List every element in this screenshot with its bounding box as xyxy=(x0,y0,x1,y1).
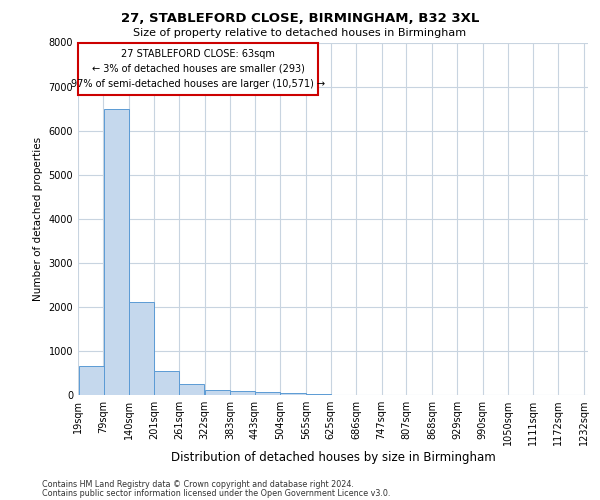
FancyBboxPatch shape xyxy=(78,42,319,96)
Bar xyxy=(255,392,280,395)
Bar xyxy=(230,390,255,395)
Bar xyxy=(104,108,128,395)
Bar xyxy=(129,302,154,395)
Bar xyxy=(154,371,179,395)
Text: Size of property relative to detached houses in Birmingham: Size of property relative to detached ho… xyxy=(133,28,467,38)
Bar xyxy=(205,390,230,395)
Text: Contains public sector information licensed under the Open Government Licence v3: Contains public sector information licen… xyxy=(42,488,391,498)
Bar xyxy=(306,394,331,395)
Text: Contains HM Land Registry data © Crown copyright and database right 2024.: Contains HM Land Registry data © Crown c… xyxy=(42,480,354,489)
Bar xyxy=(79,366,104,395)
Bar xyxy=(179,384,205,395)
X-axis label: Distribution of detached houses by size in Birmingham: Distribution of detached houses by size … xyxy=(170,451,496,464)
Text: 27, STABLEFORD CLOSE, BIRMINGHAM, B32 3XL: 27, STABLEFORD CLOSE, BIRMINGHAM, B32 3X… xyxy=(121,12,479,26)
Bar xyxy=(280,393,305,395)
Y-axis label: Number of detached properties: Number of detached properties xyxy=(33,136,43,301)
Text: 27 STABLEFORD CLOSE: 63sqm
← 3% of detached houses are smaller (293)
97% of semi: 27 STABLEFORD CLOSE: 63sqm ← 3% of detac… xyxy=(71,49,325,88)
